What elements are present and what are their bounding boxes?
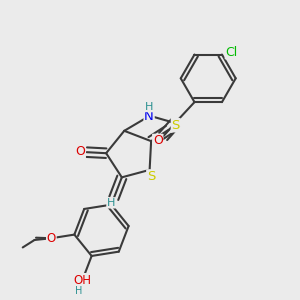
Text: O: O <box>153 134 163 147</box>
Text: H: H <box>107 198 115 208</box>
Text: N: N <box>144 110 154 123</box>
Text: H: H <box>145 102 153 112</box>
Text: OH: OH <box>73 274 91 287</box>
Text: O: O <box>75 145 85 158</box>
Text: S: S <box>147 170 155 183</box>
Text: Cl: Cl <box>225 46 238 59</box>
Text: O: O <box>47 232 56 245</box>
Text: H: H <box>75 286 82 296</box>
Text: S: S <box>172 119 180 132</box>
